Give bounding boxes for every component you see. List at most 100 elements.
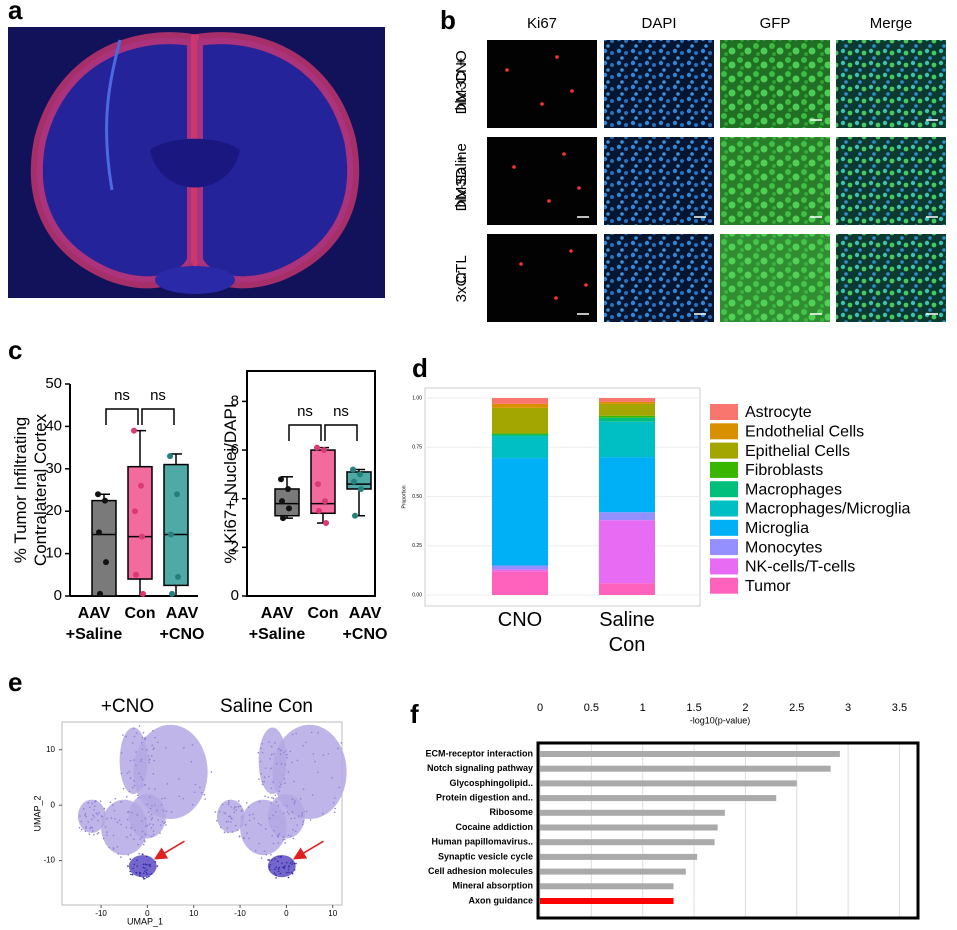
x-tick-label-line: Con [124, 605, 155, 622]
cell-dot [144, 867, 146, 869]
cell-dot [149, 796, 151, 798]
cell-dot [153, 759, 155, 762]
x-tick-label: 2 [742, 702, 748, 714]
cell-dot [145, 749, 148, 751]
cell-dot [85, 815, 88, 818]
cell-dot [223, 811, 225, 814]
cell-dot [129, 777, 132, 779]
row-label-line: CNO [453, 50, 470, 83]
bar [540, 824, 718, 831]
cell-dot [126, 836, 128, 838]
cell-dot [150, 754, 153, 757]
cell-dot [165, 824, 167, 826]
cell-dot [283, 777, 286, 780]
cell-dot [263, 776, 266, 779]
cell-dot [236, 829, 239, 831]
panel-label: b [440, 5, 456, 35]
cell-dot [291, 872, 294, 875]
bar-segment [492, 569, 548, 572]
cell-dot [221, 803, 224, 806]
cell-dot [132, 867, 135, 870]
cell-dot [140, 758, 143, 761]
micrograph-glow [720, 137, 830, 225]
cell-dot [126, 818, 129, 821]
cell-dot [289, 862, 292, 864]
cell-dot [220, 826, 222, 829]
bar [540, 809, 725, 816]
cell-dot [142, 866, 145, 869]
cell-dot [275, 801, 278, 803]
cell-dot [97, 819, 99, 822]
cell-dot [152, 833, 155, 836]
cell-dot [327, 752, 330, 755]
cell-dot [261, 783, 264, 786]
cell-dot [317, 771, 319, 774]
cell-dot [287, 834, 290, 837]
brain-image [8, 27, 385, 298]
cell-dot [252, 813, 254, 816]
cell-dot [290, 817, 293, 820]
cell-dot [114, 818, 116, 820]
cell-cloud [267, 794, 305, 839]
legend-label: Macrophages [745, 481, 842, 498]
y-tick-label: Notch signaling pathway [427, 763, 533, 773]
cell-dot [291, 811, 294, 814]
cell-dot [296, 824, 299, 826]
cell-dot [139, 872, 142, 875]
cell-dot [301, 811, 304, 814]
cell-dot [278, 790, 280, 792]
significance-label: ns [114, 387, 130, 404]
legend-label: Microglia [745, 520, 809, 537]
x-tick-label: 2.5 [789, 702, 804, 714]
data-point [168, 531, 174, 538]
cell-dot [293, 802, 296, 805]
cell-dot [84, 827, 87, 829]
cell-dot [310, 731, 313, 734]
subplot-title: Saline Con [220, 696, 313, 717]
cell-dot [272, 814, 274, 817]
data-point [140, 590, 146, 597]
cell-dot [108, 846, 111, 849]
cell-dot [145, 872, 148, 874]
cell-dot [126, 772, 129, 774]
cell-dot [133, 784, 136, 787]
ki67-spot [569, 249, 573, 253]
row-label-line: hM3D + [453, 57, 470, 110]
cell-dot [138, 772, 141, 775]
y-tick-label: 0.00 [412, 592, 422, 598]
significance-label: ns [333, 403, 349, 420]
ki67-spot [554, 296, 558, 300]
cell-dot [277, 804, 280, 807]
cell-dot [290, 835, 292, 837]
data-point [96, 529, 102, 536]
subplot-title: +CNO [101, 696, 154, 717]
cell-dot [272, 842, 275, 845]
y-tick-label: Axon guidance [468, 895, 533, 905]
cell-dot [85, 826, 87, 828]
cell-dot [133, 735, 136, 738]
y-tick-label: 10 [45, 545, 62, 562]
bar [540, 780, 797, 787]
cell-dot [322, 754, 325, 756]
cell-dot [148, 823, 151, 825]
cell-dot [271, 834, 273, 837]
x-tick-label-line: +CNO [160, 626, 205, 643]
ki67-spot [584, 283, 588, 287]
cell-dot [223, 831, 226, 834]
cell-dot [117, 853, 120, 855]
cell-dot [284, 842, 287, 844]
cell-dot [143, 783, 146, 786]
cell-dot [241, 809, 244, 811]
data-point [358, 485, 364, 492]
cell-dot [96, 833, 99, 835]
micrograph [836, 234, 946, 322]
bar [540, 765, 831, 772]
cell-dot [322, 812, 324, 815]
legend-key [710, 461, 738, 478]
legend-key [710, 577, 738, 594]
cell-dot [150, 873, 153, 875]
cell-dot [283, 867, 286, 870]
cell-dot [89, 806, 91, 809]
x-tick-label: -10 [234, 909, 246, 918]
